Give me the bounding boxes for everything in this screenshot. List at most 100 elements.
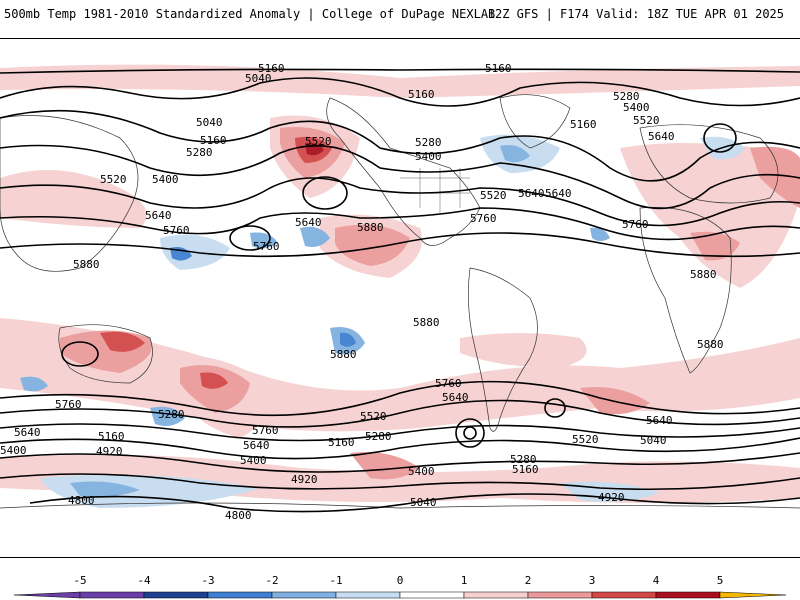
contour-line: [0, 109, 800, 182]
cold-anomaly-area: [300, 226, 330, 247]
contour-line: [0, 399, 800, 428]
warm-anomaly-area: [335, 224, 410, 266]
contour-label: 5640: [442, 391, 469, 404]
contour-labels: 5160 5160 5040 5160 5280 5400 5520 5040 …: [0, 62, 724, 522]
colorbar-segment: [527, 591, 593, 599]
colorbar-tick-label: -2: [265, 574, 278, 587]
contour-line: [0, 380, 800, 417]
colorbar-ticks: -5 -4 -3 -2 -1 0 1 2 3 4 5: [73, 574, 723, 587]
contour-label: 5880: [73, 258, 100, 271]
contour-label: 4920: [96, 445, 123, 458]
contour-label: 5160: [408, 88, 435, 101]
contour-label: 5520: [633, 114, 660, 127]
contour-label: 5760: [252, 424, 279, 437]
cold-anomaly-area: [340, 332, 356, 347]
antarctica-coast: [0, 502, 800, 509]
contour-label: 5520: [360, 410, 387, 423]
contour-label: 5400: [152, 173, 179, 186]
contour-label: 5760: [253, 240, 280, 253]
cold-anomaly-area: [20, 376, 48, 392]
contour-label: 5400: [408, 465, 435, 478]
contour-label: 5160: [328, 436, 355, 449]
colorbar-tick-label: 4: [653, 574, 660, 587]
contour-label: 4800: [68, 494, 95, 507]
contour-label: 5640: [518, 187, 545, 200]
contour-label: 5520: [100, 173, 127, 186]
south-america-coast: [468, 267, 538, 432]
warm-anomaly-area: [750, 146, 800, 208]
colorbar-segment: [655, 591, 721, 599]
contour-label: 5640: [545, 187, 572, 200]
asia-coast: [0, 115, 139, 272]
contour-label: 5640: [648, 130, 675, 143]
contour-line: [0, 177, 800, 227]
contour-label: 5880: [330, 348, 357, 361]
warm-anomaly-area: [200, 372, 228, 389]
contour-label: 5880: [690, 268, 717, 281]
contour-label: 5640: [14, 426, 41, 439]
contour-label: 5280: [613, 90, 640, 103]
contour-label: 5280: [365, 430, 392, 443]
contour-label: 5400: [415, 150, 442, 163]
contour-label: 5520: [480, 189, 507, 202]
contour-line: [0, 232, 800, 258]
africa-coast: [639, 207, 732, 374]
colorbar-tick-label: -1: [329, 574, 342, 587]
colorbar-min-arrow: [13, 591, 81, 599]
contour-line: [0, 423, 800, 442]
contour-label: 5280: [510, 453, 537, 466]
contour-label: 5160: [512, 463, 539, 476]
model-run-info: 12Z GFS | F174 Valid: 18Z TUE APR 01 202…: [487, 7, 784, 21]
contour-cell: [544, 398, 566, 418]
contour-label: 5640: [646, 414, 673, 427]
colorbar-tick-label: 1: [461, 574, 468, 587]
colorbar-max-arrow: [719, 591, 787, 599]
height-contours: [0, 68, 800, 513]
contour-label: 5040: [410, 496, 437, 509]
contour-line: [0, 207, 800, 241]
contour-cell: [229, 225, 271, 251]
cold-anomaly-area: [590, 227, 610, 241]
contour-label: 4920: [291, 473, 318, 486]
contour-label: 5760: [470, 212, 497, 225]
contour-label: 5280: [186, 146, 213, 159]
contour-label: 5400: [623, 101, 650, 114]
colorbar-tick-label: -5: [73, 574, 86, 587]
contour-label: 5400: [0, 444, 27, 457]
colorbar-segment: [207, 591, 273, 599]
contour-label: 5880: [413, 316, 440, 329]
colorbar-segment: [79, 591, 145, 599]
contour-label: 5760: [163, 224, 190, 237]
colorbar-segments: [13, 591, 787, 599]
contour-label: 5400: [240, 454, 267, 467]
contour-line: [0, 144, 800, 210]
greenland-coast: [499, 94, 571, 149]
colorbar-segment: [271, 591, 337, 599]
map-title: 500mb Temp 1981-2010 Standardized Anomal…: [4, 7, 496, 21]
warm-anomaly-area: [460, 333, 587, 368]
warm-anomaly-area: [580, 387, 650, 415]
colorbar: -5 -4 -3 -2 -1 0 1 2 3 4 5: [13, 574, 787, 599]
contour-line: [0, 68, 800, 74]
anomaly-map: 5160 5160 5040 5160 5280 5400 5520 5040 …: [0, 62, 800, 522]
contour-label: 5160: [570, 118, 597, 131]
contour-label: 5160: [485, 62, 512, 75]
contour-line: [0, 452, 800, 473]
contour-label: 5040: [245, 72, 272, 85]
contour-cell: [61, 341, 99, 367]
contour-label: 5880: [697, 338, 724, 351]
contour-label: 5880: [357, 221, 384, 234]
cold-anomaly-area: [150, 406, 185, 426]
contour-label: 5640: [145, 209, 172, 222]
colorbar-segment: [591, 591, 657, 599]
colorbar-tick-label: 3: [589, 574, 596, 587]
contour-line: [0, 77, 800, 107]
contour-label: 5520: [572, 433, 599, 446]
contour-label: 5760: [435, 377, 462, 390]
warm-anomaly-area: [0, 64, 800, 98]
contour-label: 5160: [98, 430, 125, 443]
colorbar-segment: [143, 591, 209, 599]
contour-label: 5040: [196, 116, 223, 129]
contour-label: 5160: [200, 134, 227, 147]
colorbar-tick-label: 2: [525, 574, 532, 587]
